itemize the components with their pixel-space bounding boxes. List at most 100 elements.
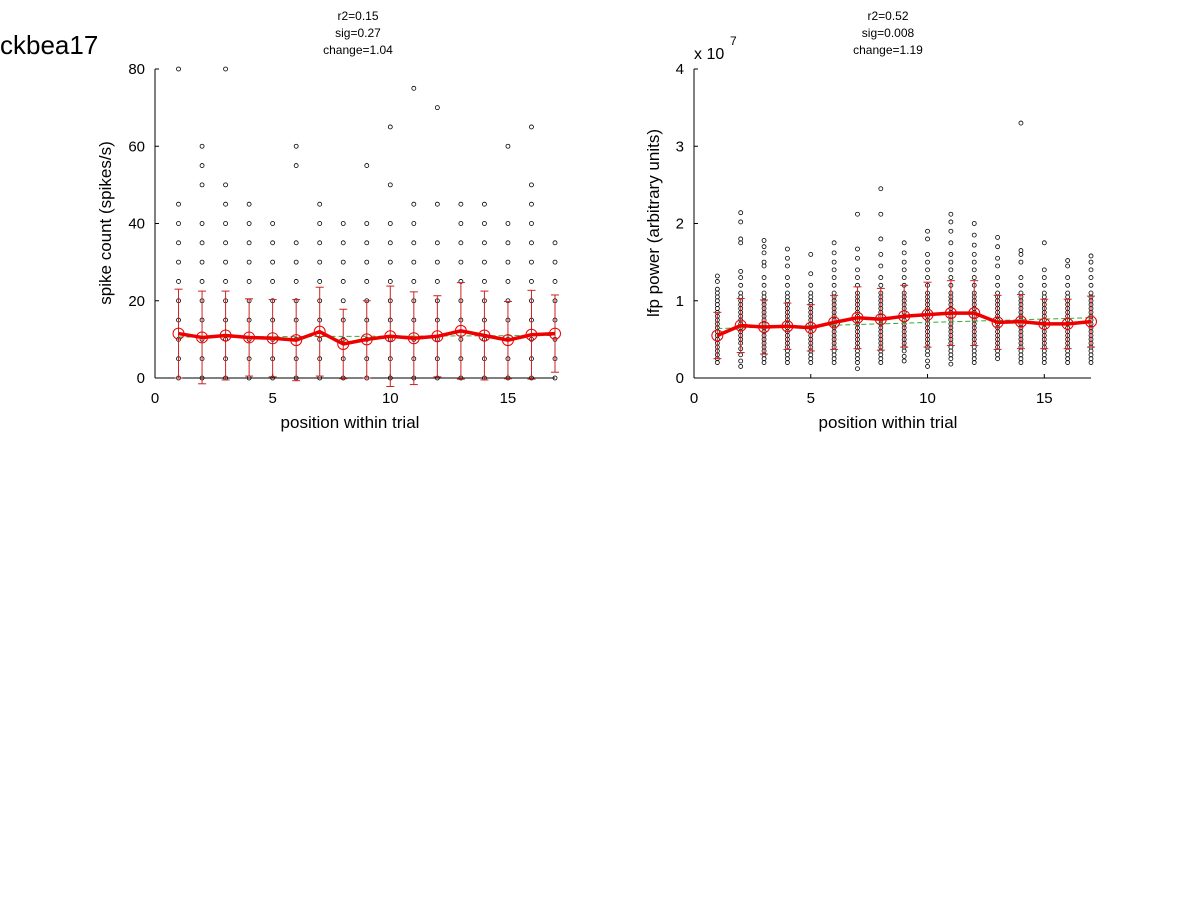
- data-point: [714, 302, 720, 308]
- data-point: [738, 219, 744, 225]
- data-point: [1018, 248, 1024, 253]
- stats-line-r2: r2=0.52: [867, 9, 908, 23]
- data-point: [293, 279, 299, 284]
- data-point: [199, 182, 205, 188]
- stats-line-change: change=1.19: [853, 43, 923, 57]
- data-point: [948, 356, 954, 362]
- data-point: [948, 228, 954, 234]
- data-point: [340, 298, 346, 304]
- data-point: [1041, 294, 1047, 300]
- mean-line: [178, 329, 556, 346]
- data-point: [411, 279, 417, 284]
- data-point: [505, 143, 511, 149]
- data-point: [971, 352, 977, 358]
- data-point: [901, 358, 907, 364]
- data-point: [1088, 348, 1094, 354]
- x-tick-label: 15: [500, 390, 517, 407]
- data-point: [738, 275, 744, 280]
- data-point: [785, 246, 790, 252]
- y-tick-label: 80: [128, 61, 145, 78]
- data-point: [878, 352, 884, 358]
- data-point: [948, 259, 954, 265]
- data-point: [785, 356, 790, 362]
- data-point: [1088, 282, 1094, 288]
- figure-title: ckbea17: [0, 30, 99, 60]
- data-point: [925, 352, 930, 358]
- data-point: [1088, 290, 1094, 296]
- data-point: [831, 356, 837, 362]
- data-point: [176, 240, 181, 246]
- data-point: [808, 290, 814, 296]
- data-point: [223, 66, 228, 72]
- data-point: [387, 182, 393, 188]
- data-point: [1065, 258, 1071, 263]
- data-point: [925, 358, 930, 364]
- data-point: [925, 348, 930, 354]
- data-point: [738, 364, 744, 369]
- data-point: [785, 255, 790, 261]
- data-point: [317, 221, 323, 226]
- data-point: [529, 279, 534, 284]
- data-point: [761, 259, 767, 265]
- data-point: [855, 356, 860, 362]
- plot-area: 0 5 10 15 0 20 40 60 80: [128, 61, 561, 407]
- data-point: [1041, 352, 1047, 358]
- data-point: [971, 267, 977, 273]
- data-point: [1065, 282, 1071, 288]
- data-point: [411, 259, 417, 265]
- data-point: [901, 267, 907, 273]
- data-point: [246, 279, 252, 284]
- data-point: [246, 201, 252, 207]
- data-point: [505, 279, 511, 284]
- data-point: [1018, 275, 1024, 280]
- y-tick-label: 1: [676, 293, 684, 310]
- data-point: [855, 246, 860, 252]
- data-point: [878, 356, 884, 362]
- data-point: [529, 182, 534, 188]
- data-point: [808, 298, 814, 304]
- y-tick-label: 2: [676, 216, 684, 233]
- data-point: [1065, 356, 1071, 362]
- mean-marker: [1061, 317, 1074, 330]
- data-point: [855, 352, 860, 358]
- data-point: [434, 259, 440, 265]
- mean-marker: [478, 329, 491, 342]
- data-point: [1018, 352, 1024, 358]
- data-point: [1018, 348, 1024, 354]
- x-tick-label: 5: [268, 390, 276, 407]
- data-point: [901, 240, 907, 246]
- data-point: [925, 236, 930, 242]
- data-point: [785, 290, 790, 296]
- data-point: [971, 232, 977, 238]
- data-point: [971, 221, 977, 226]
- data-point: [948, 352, 954, 358]
- data-point: [482, 240, 487, 246]
- mean-marker: [290, 334, 303, 347]
- data-point: [317, 240, 323, 246]
- data-point: [831, 352, 837, 358]
- data-point: [176, 259, 181, 265]
- data-point: [411, 221, 417, 226]
- data-point: [971, 259, 977, 265]
- data-point: [1018, 360, 1024, 365]
- data-point: [995, 356, 1000, 362]
- data-point: [878, 251, 884, 257]
- mean-marker: [898, 310, 911, 323]
- data-point: [387, 221, 393, 226]
- data-point: [293, 163, 299, 168]
- data-point: [340, 279, 346, 284]
- data-point: [1065, 352, 1071, 358]
- data-point: [552, 279, 558, 284]
- data-point: [738, 358, 744, 364]
- data-point: [901, 259, 907, 265]
- data-point: [785, 275, 790, 280]
- data-point: [785, 298, 790, 304]
- mean-marker: [196, 331, 209, 344]
- data-point: [761, 282, 767, 288]
- data-point: [971, 360, 977, 365]
- mean-marker: [921, 308, 934, 321]
- mean-marker: [758, 321, 771, 334]
- data-point: [831, 240, 837, 246]
- x-tick-label: 0: [690, 390, 698, 407]
